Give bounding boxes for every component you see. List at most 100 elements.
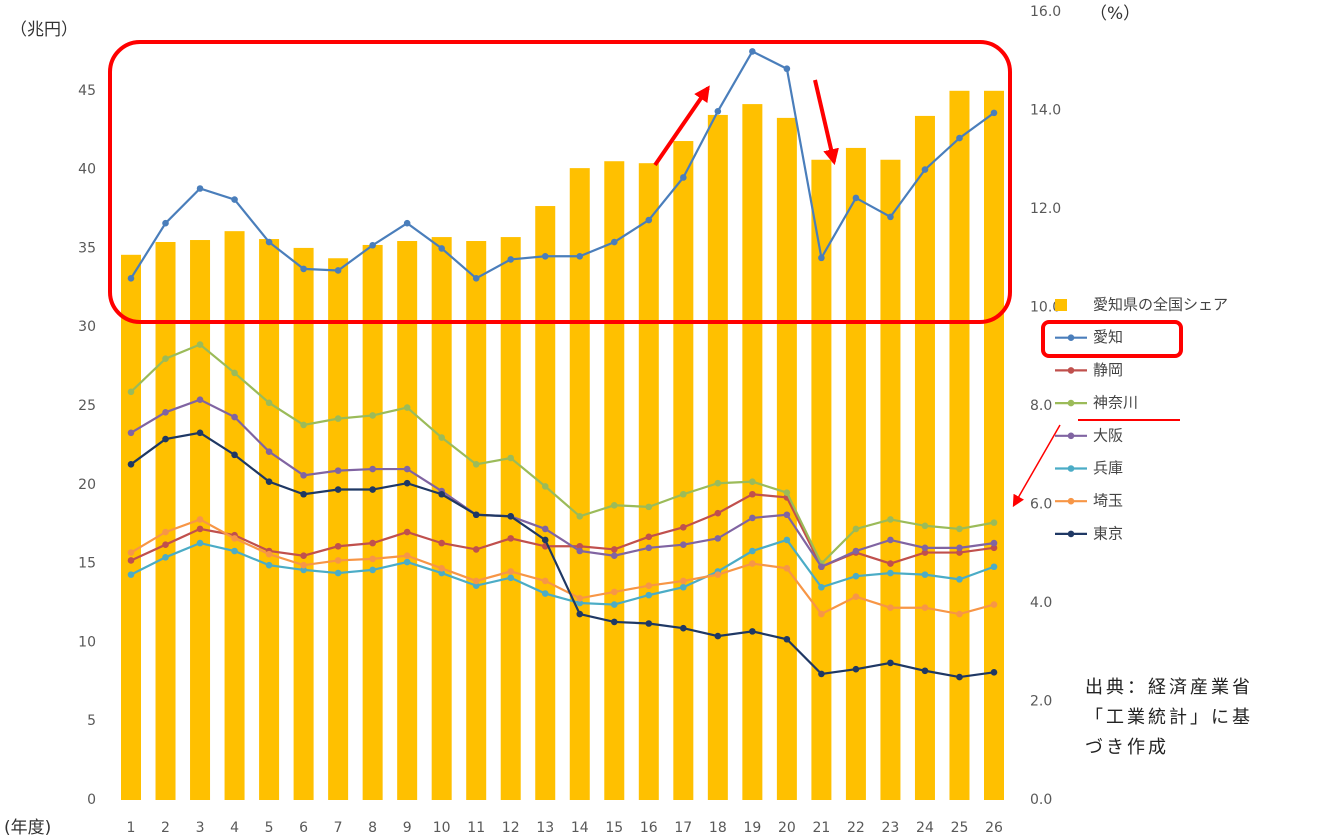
point [403, 558, 411, 566]
point [783, 635, 791, 643]
point [472, 577, 480, 585]
point [852, 572, 860, 580]
point [300, 490, 307, 498]
legend-label: 愛知 [1093, 328, 1123, 346]
point [300, 265, 307, 273]
point [438, 539, 445, 547]
bar [431, 237, 452, 800]
legend-label: 埼玉 [1093, 492, 1123, 510]
x-tick-label: 23 [882, 820, 900, 836]
point [749, 628, 756, 635]
point [680, 541, 687, 548]
point [438, 434, 445, 441]
legend-swatch [1067, 432, 1075, 440]
point [507, 535, 515, 542]
point [610, 501, 618, 509]
point [507, 454, 515, 462]
y-unit-label: （兆円） [10, 20, 78, 40]
bar [604, 161, 625, 801]
y2-tick-label: 2.0 [1030, 694, 1052, 710]
point [472, 511, 480, 519]
point [956, 134, 963, 142]
point [576, 547, 584, 555]
line [130, 538, 995, 606]
point [887, 516, 894, 523]
point [438, 569, 445, 577]
point [680, 490, 687, 498]
point [576, 252, 584, 260]
bar [328, 258, 349, 800]
legend-swatch [1067, 497, 1075, 505]
bar [811, 159, 832, 800]
point [921, 544, 929, 552]
x-unit-label: (年度) [4, 818, 51, 838]
point [610, 601, 618, 608]
point [714, 632, 722, 640]
point [852, 593, 860, 600]
source-text: づき作成 [1085, 737, 1169, 758]
source-text: 「工業統計」に基 [1085, 707, 1253, 728]
y-tick-label: 10 [78, 634, 96, 650]
point [887, 560, 894, 567]
y-tick-label: 0 [87, 792, 96, 808]
point [714, 509, 722, 517]
point [334, 542, 342, 550]
point [541, 536, 549, 544]
point [265, 448, 273, 456]
point [541, 483, 549, 490]
point [231, 535, 238, 542]
bar [984, 90, 1004, 801]
point [576, 513, 584, 520]
point [162, 219, 169, 227]
point [438, 245, 445, 252]
point [369, 555, 376, 563]
point [956, 525, 963, 533]
legend-swatch [1055, 299, 1067, 311]
y-tick-label: 20 [78, 477, 96, 493]
point [127, 557, 135, 564]
point [783, 536, 791, 544]
x-tick-label: 19 [743, 820, 761, 836]
point [403, 479, 411, 487]
point [541, 252, 549, 260]
line [130, 431, 995, 679]
point [231, 451, 238, 459]
point [438, 565, 445, 572]
bar [535, 206, 556, 801]
point [334, 467, 342, 474]
point [541, 590, 549, 597]
y-tick-label: 40 [78, 162, 96, 178]
point [403, 219, 411, 227]
x-tick-label: 1 [127, 820, 136, 836]
point [196, 396, 204, 403]
y2-tick-label: 16.0 [1030, 4, 1061, 20]
point [334, 486, 342, 493]
point [369, 412, 376, 419]
point [127, 388, 135, 396]
point [196, 341, 204, 348]
y2-tick-label: 6.0 [1030, 497, 1052, 513]
bar [776, 117, 797, 800]
x-tick-label: 18 [709, 820, 727, 836]
point [818, 610, 825, 618]
point [300, 421, 307, 429]
point [127, 549, 135, 556]
point [507, 256, 515, 263]
point [265, 561, 273, 569]
highlight-box [108, 40, 1012, 324]
x-tick-label: 25 [951, 820, 969, 836]
point [645, 544, 653, 552]
point [300, 566, 307, 574]
point [714, 535, 722, 542]
point [541, 577, 549, 585]
y2-tick-label: 14.0 [1030, 103, 1061, 119]
point [921, 571, 929, 578]
point [576, 610, 584, 618]
point [541, 525, 549, 533]
point [818, 254, 825, 262]
legend-swatch [1067, 399, 1075, 407]
point [162, 435, 169, 443]
x-tick-label: 15 [605, 820, 623, 836]
y2-tick-label: 10.0 [1030, 300, 1061, 316]
